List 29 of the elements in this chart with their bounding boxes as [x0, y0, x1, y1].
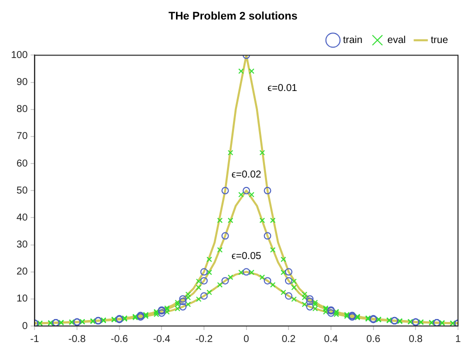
- y-tick-label: 50: [16, 185, 28, 196]
- annotation: ϵ=0.05: [231, 250, 262, 262]
- legend-label: train: [342, 34, 362, 46]
- legend-label: true: [430, 34, 448, 46]
- y-tick-label: 0: [22, 320, 28, 332]
- y-tick-label: 10: [16, 294, 28, 305]
- y-tick-label: 90: [16, 77, 28, 88]
- annotation: ϵ=0.01: [267, 82, 298, 94]
- x-tick-label: 0.4: [324, 334, 338, 345]
- x-tick-label: 0.8: [408, 334, 424, 345]
- x-tick-label: -0.4: [153, 334, 171, 345]
- x-tick-label: -1: [30, 334, 40, 345]
- x-tick-label: 0.6: [366, 334, 381, 345]
- y-tick-label: 20: [16, 266, 28, 278]
- annotation: ϵ=0.02: [231, 170, 262, 181]
- x-tick-label: -0.2: [195, 334, 214, 345]
- y-tick-label: 80: [16, 104, 28, 116]
- y-tick-label: 70: [16, 131, 28, 142]
- y-tick-label: 100: [10, 50, 28, 61]
- y-tick-label: 40: [16, 212, 28, 224]
- y-tick-label: 60: [16, 158, 28, 170]
- x-tick-label: -0.6: [110, 334, 128, 345]
- x-tick-label: -0.8: [68, 334, 86, 345]
- legend-label: eval: [387, 34, 406, 46]
- x-tick-label: 1: [455, 334, 462, 345]
- y-tick-label: 30: [16, 240, 28, 251]
- x-tick-label: 0.2: [282, 334, 296, 345]
- x-tick-label: 0: [244, 334, 250, 345]
- chart-title: THe Problem 2 solutions: [168, 10, 298, 23]
